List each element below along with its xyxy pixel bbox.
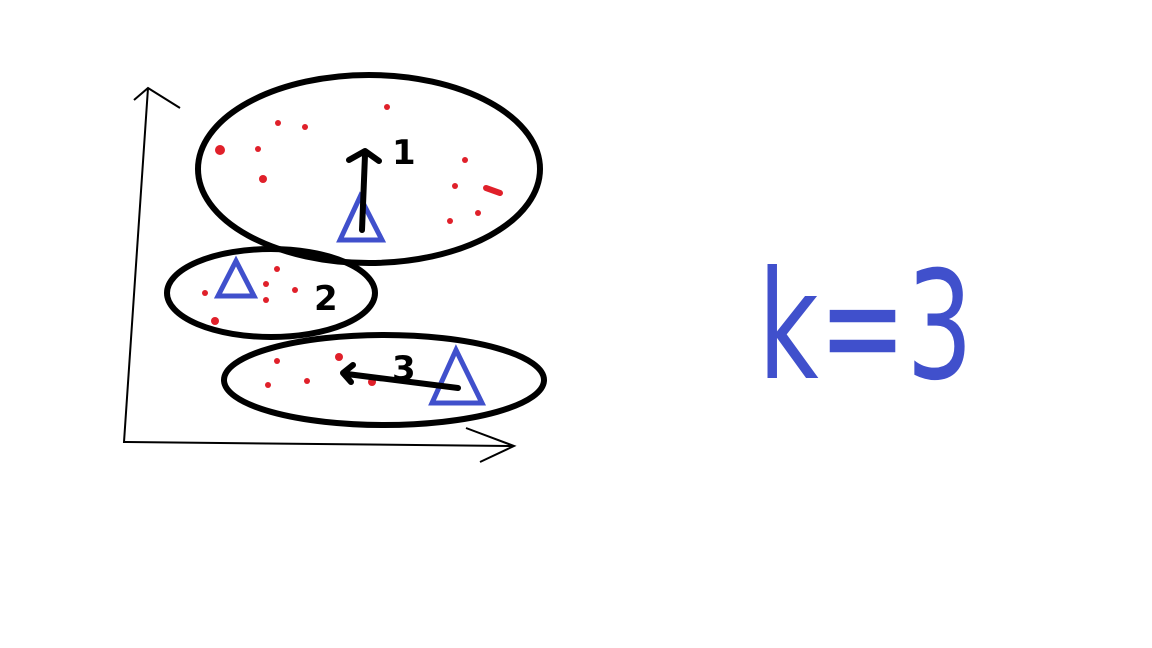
point: [274, 266, 280, 272]
point: [202, 290, 208, 296]
move-arrow-1: [346, 148, 382, 233]
point: [274, 358, 280, 364]
x-arrowhead: [465, 427, 517, 463]
point: [475, 210, 481, 216]
cluster-1: [195, 72, 543, 266]
point: [304, 378, 310, 384]
point: [335, 353, 343, 361]
axes: [122, 86, 517, 463]
point: [263, 281, 269, 287]
cluster-3: [221, 332, 547, 428]
point: [447, 218, 453, 224]
caption: k=3: [758, 240, 973, 414]
point: [483, 185, 503, 196]
cluster-label: 3: [392, 349, 416, 389]
point: [211, 317, 219, 325]
point: [292, 287, 298, 293]
centroid-3: [428, 344, 487, 406]
point: [255, 146, 261, 152]
cluster-label: 2: [314, 279, 338, 319]
point: [265, 382, 271, 388]
point: [259, 175, 267, 183]
centroid-1: [336, 191, 387, 243]
point: [263, 297, 269, 303]
point: [275, 120, 281, 126]
move-arrow-3: [340, 362, 461, 391]
point: [462, 157, 468, 163]
y-arrowhead: [133, 86, 181, 109]
point: [384, 104, 390, 110]
cluster-label: 1: [392, 133, 416, 173]
cluster-2: [164, 246, 378, 340]
point: [302, 124, 308, 130]
point: [215, 145, 225, 155]
axis-lines: [122, 87, 515, 447]
point: [452, 183, 458, 189]
points: [202, 104, 503, 388]
centroid-2: [213, 255, 259, 299]
